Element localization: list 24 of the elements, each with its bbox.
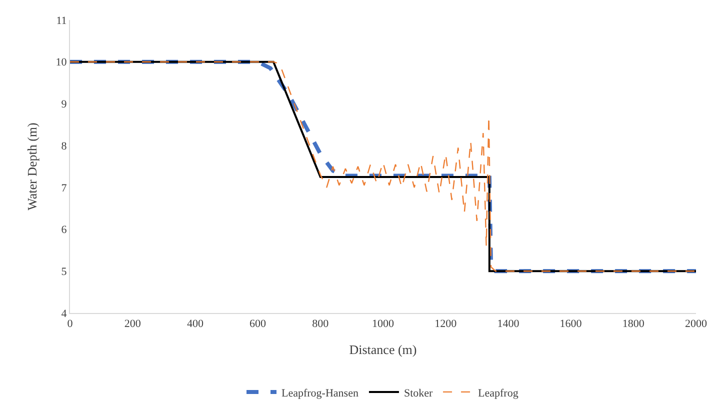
x-tick-label: 1200 xyxy=(434,318,458,330)
y-tick-label: 4 xyxy=(61,308,68,320)
legend-label: Stoker xyxy=(404,387,434,400)
x-tick-label: 1800 xyxy=(622,318,645,330)
y-tick-label: 5 xyxy=(61,266,68,278)
y-tick-label: 9 xyxy=(61,98,68,111)
x-tick-label: 1600 xyxy=(560,318,582,330)
y-axis-title: Water Depth (m) xyxy=(24,122,40,210)
x-tick-label: 2000 xyxy=(685,318,708,330)
y-tick-label: 11 xyxy=(56,14,67,27)
x-tick-label: 600 xyxy=(250,318,267,330)
legend-label: Leapfrog-Hansen xyxy=(282,387,359,400)
y-tick-label: 10 xyxy=(56,56,68,69)
y-tick-label: 8 xyxy=(61,140,68,152)
y-tick-label: 7 xyxy=(61,182,68,194)
x-tick-label: 200 xyxy=(124,318,142,330)
x-tick-label: 1400 xyxy=(497,318,520,330)
y-tick-label: 6 xyxy=(61,224,68,236)
x-axis-title: Distance (m) xyxy=(349,342,417,357)
legend-label: Leapfrog xyxy=(478,387,519,400)
x-tick-label: 400 xyxy=(186,318,204,330)
x-tick-label: 800 xyxy=(312,318,330,330)
x-tick-label: 0 xyxy=(67,318,74,330)
x-tick-label: 1000 xyxy=(372,318,394,330)
